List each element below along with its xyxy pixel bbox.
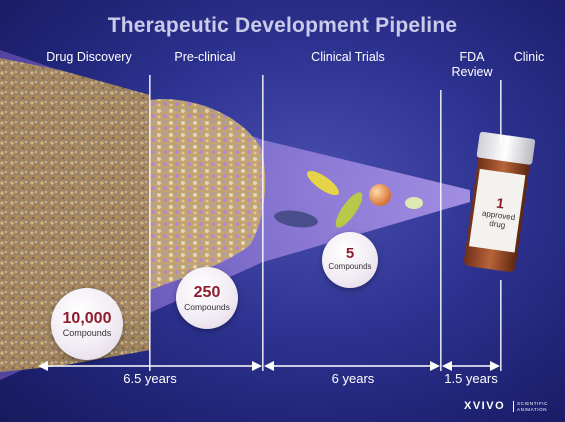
- divider-fda-clinic-lower: [500, 280, 502, 371]
- stage-label-fda-review: FDA Review: [451, 50, 493, 79]
- bubble-number: 5: [345, 245, 355, 262]
- logo-divider: [513, 401, 514, 412]
- bubble-unit: Compounds: [184, 302, 230, 312]
- bubble-preclinical-count: 250 Compounds: [176, 267, 238, 329]
- logo-tagline: SCIENTIFIC ANIMATION: [517, 401, 549, 412]
- pill-yellow: [306, 170, 340, 196]
- pill-dark-blue: [274, 210, 318, 228]
- duration-clinical: 6 years: [331, 371, 375, 386]
- clinical-pills: [274, 170, 423, 228]
- bubble-discovery-count: 10,000 Compounds: [51, 288, 123, 360]
- stage-label-pre-clinical: Pre-clinical: [174, 50, 236, 64]
- pill-light-green: [405, 197, 423, 209]
- bubble-number: 10,000: [62, 310, 112, 327]
- duration-discovery-preclinical: 6.5 years: [123, 371, 177, 386]
- pill-green-yellow: [335, 192, 363, 228]
- bubble-unit: Compounds: [62, 328, 112, 338]
- divider-preclinical-clinical: [262, 75, 264, 371]
- divider-clinical-fda: [440, 90, 442, 371]
- duration-fda: 1.5 years: [444, 371, 498, 386]
- bubble-unit: Compounds: [328, 262, 372, 271]
- preclinical-compound-cloud: [150, 99, 266, 290]
- bubble-number: 250: [193, 284, 221, 301]
- divider-discovery-preclinical: [149, 75, 151, 371]
- diagram-title: Therapeutic Development Pipeline: [107, 14, 458, 37]
- xvivo-logo: XVIVO SCIENTIFIC ANIMATION: [464, 400, 560, 414]
- divider-fda-clinic: [500, 80, 502, 144]
- discovery-compound-cloud: [0, 58, 150, 372]
- pill-bottle: [464, 131, 536, 272]
- timeline-arrows: [38, 361, 500, 371]
- logo-name: XVIVO: [464, 400, 506, 412]
- pill-orange: [369, 184, 391, 206]
- stage-label-drug-discovery: Drug Discovery: [46, 50, 132, 64]
- stage-label-clinical-trials: Clinical Trials: [311, 50, 385, 64]
- stage-label-clinic: Clinic: [513, 50, 545, 64]
- bubble-clinical-count: 5 Compounds: [322, 232, 378, 288]
